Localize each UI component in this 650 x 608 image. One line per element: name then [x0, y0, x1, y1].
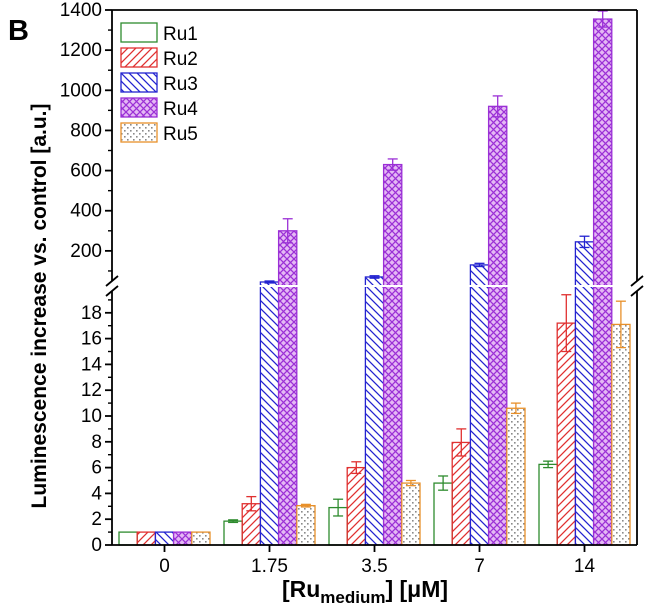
- x-axis-title-subscript: medium: [320, 588, 385, 607]
- bar-ru1-14: [538, 463, 558, 546]
- error-bar-ru4-14: [597, 10, 608, 28]
- legend: Ru1 Ru2 Ru3 Ru4 Ru5: [120, 22, 198, 145]
- bar-ru1-0: [118, 531, 138, 546]
- error-bar-ru5-14: [615, 300, 626, 349]
- legend-swatch-ru4: [120, 97, 158, 118]
- axis-break-mark-right: [630, 275, 644, 297]
- bar-ru2-0: [136, 531, 157, 546]
- y-tick-label-upper: 400: [70, 201, 102, 222]
- panel-label: B: [8, 15, 29, 47]
- bar-ru4-14: [592, 18, 613, 546]
- error-bar-ru5-7: [510, 402, 521, 415]
- bar-ru4-0: [172, 531, 193, 546]
- legend-item-ru3: Ru3: [120, 72, 198, 95]
- y-tick-label-lower: 18: [81, 303, 102, 324]
- y-tick-label-lower: 4: [91, 483, 102, 504]
- bar-ru5-0: [191, 531, 211, 546]
- x-tick-label: 14: [574, 556, 596, 577]
- x-tick-label: 1.75: [251, 556, 288, 577]
- bar-ru5-3.5: [401, 482, 421, 546]
- axis-break-mark-left: [105, 275, 119, 297]
- legend-label-ru3: Ru3: [163, 74, 198, 95]
- error-bar-ru2-14: [561, 294, 572, 353]
- y-tick-label-lower: 12: [81, 380, 102, 401]
- bar-ru3-14: [574, 241, 595, 546]
- x-tick-label: 3.5: [361, 556, 387, 577]
- error-bar-ru1-14: [543, 460, 554, 469]
- bar-ru2-3.5: [346, 466, 367, 546]
- bar-ru5-1.75: [296, 505, 316, 546]
- y-tick-label-upper: 200: [70, 241, 102, 262]
- legend-swatch-ru1: [120, 22, 158, 43]
- y-tick-label-lower: 6: [91, 458, 102, 479]
- bar-ru5-7: [506, 407, 526, 546]
- x-axis-title-tail: ] [μM]: [385, 576, 448, 602]
- x-axis-title: [Rumedium] [μM]: [282, 576, 448, 607]
- error-bar-ru3-3.5: [369, 275, 380, 279]
- bar-ru4-1.75: [277, 230, 298, 546]
- bar-ru2-7: [451, 441, 472, 546]
- legend-label-ru4: Ru4: [163, 99, 198, 120]
- x-tick-label: 0: [159, 556, 170, 577]
- axis-break-gap: [113, 285, 637, 287]
- legend-item-ru4: Ru4: [120, 97, 198, 120]
- y-tick-label-lower: 14: [81, 354, 103, 375]
- bar-ru4-7: [487, 105, 508, 546]
- y-tick-label-lower: 0: [91, 535, 102, 556]
- bar-ru5-14: [611, 323, 631, 546]
- bar-ru1-7: [433, 482, 453, 546]
- legend-swatch-ru3: [120, 72, 158, 93]
- error-bar-ru3-7: [474, 262, 485, 268]
- y-tick-label-upper: 600: [70, 161, 102, 182]
- bar-ru2-14: [556, 322, 577, 546]
- legend-swatch-ru5: [120, 122, 158, 143]
- legend-item-ru1: Ru1: [120, 22, 198, 45]
- error-bar-ru3-1.75: [264, 280, 275, 284]
- y-tick-label-upper: 800: [70, 120, 102, 141]
- y-tick-label-lower: 2: [91, 509, 102, 530]
- y-tick-label-upper: 1400: [60, 0, 102, 21]
- error-bar-ru4-7: [492, 95, 503, 118]
- error-bar-ru4-1.75: [282, 218, 293, 244]
- bar-ru3-0: [154, 531, 175, 546]
- error-bar-ru2-1.75: [246, 495, 257, 512]
- ticks-layer: 0 2 4 6 8 10 12 14 16 18 200 400 600 800 1000 1200 1400 0…: [60, 0, 596, 577]
- error-bar-ru5-3.5: [405, 479, 416, 487]
- legend-item-ru5: Ru5: [120, 122, 198, 145]
- x-tick-label: 7: [474, 556, 485, 577]
- y-axis-title: Luminescence increase vs. control [a.u.]: [28, 104, 51, 509]
- error-bar-ru2-7: [456, 428, 467, 457]
- error-bar-ru4-3.5: [387, 158, 398, 171]
- legend-item-ru2: Ru2: [120, 47, 198, 70]
- bar-ru4-3.5: [382, 163, 403, 546]
- bar-ru3-1.75: [259, 281, 280, 546]
- y-tick-label-lower: 10: [81, 406, 102, 427]
- bar-ru1-1.75: [223, 520, 243, 546]
- error-bar-ru5-1.75: [300, 503, 311, 508]
- x-axis-title-main: [Ru: [282, 576, 320, 602]
- error-bar-ru1-7: [438, 475, 449, 491]
- y-tick-label-lower: 8: [91, 432, 102, 453]
- legend-label-ru5: Ru5: [163, 124, 198, 145]
- error-bar-ru1-3.5: [333, 498, 344, 517]
- error-bar-ru3-14: [579, 235, 590, 249]
- bar-ru3-7: [469, 264, 490, 546]
- error-bar-ru1-1.75: [228, 519, 239, 524]
- y-tick-label-upper: 1200: [60, 40, 102, 61]
- bars-layer: [118, 10, 631, 546]
- legend-swatch-ru2: [120, 47, 158, 68]
- y-tick-label-lower: 16: [81, 329, 102, 350]
- error-bar-ru2-3.5: [351, 461, 362, 475]
- legend-label-ru2: Ru2: [163, 49, 198, 70]
- y-tick-label-upper: 1000: [60, 80, 102, 101]
- bar-ru3-3.5: [364, 276, 385, 546]
- legend-label-ru1: Ru1: [163, 24, 198, 45]
